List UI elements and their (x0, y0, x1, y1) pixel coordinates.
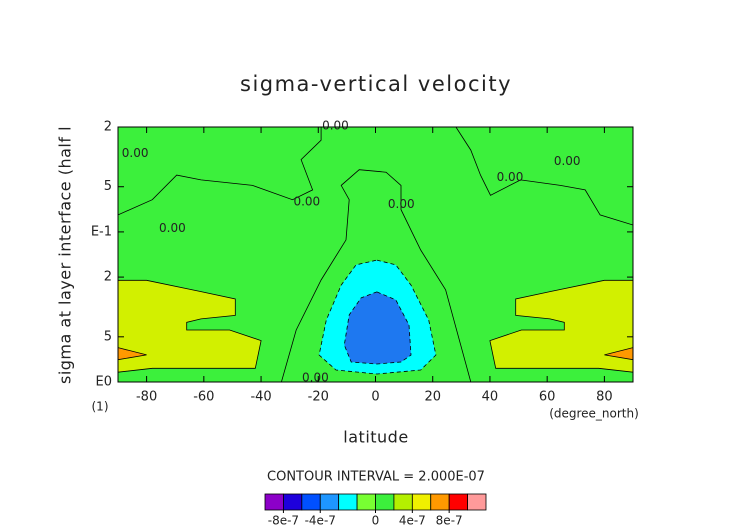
chart-title: sigma-vertical velocity (240, 72, 512, 96)
colorbar-box (448, 493, 468, 511)
colorbar-box (467, 493, 487, 511)
contour-region (489, 279, 633, 373)
contour-label: 0.00 (554, 154, 581, 168)
y-tick-label: E-1 (91, 224, 112, 239)
y-tick-label: E0 (96, 375, 113, 390)
colorbar-box (393, 493, 413, 511)
x-tick-label: 80 (596, 390, 613, 405)
contour-label: 0.00 (497, 170, 524, 184)
contour-label: 0.00 (322, 119, 349, 133)
contour-region (118, 127, 633, 382)
x-tick-label: 60 (539, 390, 556, 405)
colorbar-title: CONTOUR INTERVAL = 2.000E-07 (267, 470, 485, 485)
contour-line (281, 169, 472, 382)
colorbar-box (319, 493, 340, 511)
x-tick-label: -40 (250, 390, 271, 405)
colorbar-box (356, 493, 376, 511)
colorbar-tick-label: 0 (372, 514, 380, 528)
x-tick-label: 20 (424, 390, 441, 405)
contour-line (455, 127, 633, 226)
colorbar-tick-label: -8e-7 (268, 514, 299, 528)
colorbar-tick-label: -4e-7 (305, 514, 336, 528)
colorbar-box (375, 493, 395, 511)
y-unit-label: (1) (92, 400, 109, 414)
x-tick-label: -80 (136, 390, 157, 405)
contour-label: 0.00 (293, 194, 320, 208)
colorbar-box (283, 493, 303, 511)
x-tick-label: -20 (308, 390, 329, 405)
y-tick-label: 5 (104, 329, 112, 344)
plot-area (118, 127, 633, 382)
y-tick-label: 2 (104, 120, 112, 135)
x-axis-label: latitude (343, 428, 408, 447)
x-tick-label: 40 (482, 390, 499, 405)
y-axis-label: sigma at layer interface (half l (56, 126, 75, 384)
contour-region (343, 291, 412, 365)
contour-region (118, 279, 262, 373)
colorbar-box (338, 493, 358, 511)
y-tick-label: 2 (104, 270, 112, 285)
contour-label: 0.00 (388, 197, 415, 211)
x-tick-label: -60 (193, 390, 214, 405)
colorbar-box (301, 493, 321, 511)
contour-region (604, 347, 633, 361)
y-tick-label: 5 (104, 179, 112, 194)
contour-label: 0.00 (302, 371, 329, 385)
colorbar-tick-label: 8e-7 (436, 514, 463, 528)
x-unit-label: (degree_north) (549, 407, 639, 421)
contour-label: 0.00 (159, 221, 186, 235)
colorbar-tick-label: 4e-7 (399, 514, 426, 528)
colorbar-box (411, 493, 432, 511)
contour-region (118, 347, 147, 361)
colorbar-box (430, 493, 450, 511)
x-tick-label: 0 (371, 390, 379, 405)
contour-line (118, 127, 322, 216)
colorbar-box (264, 493, 284, 511)
contour-label: 0.00 (122, 146, 149, 160)
